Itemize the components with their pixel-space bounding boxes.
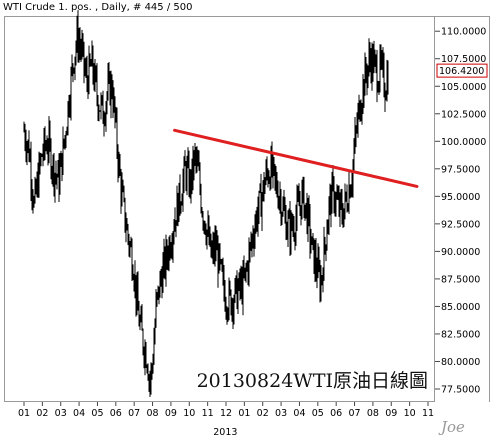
y-tick-label: 105.0000 (441, 82, 486, 93)
y-axis-panel (434, 16, 490, 402)
y-tick-label: 95.0000 (441, 192, 480, 203)
x-tick-label: 03 (55, 408, 67, 419)
last-price-label: 106.4200 (439, 66, 484, 77)
y-tick-label: 97.5000 (441, 164, 480, 175)
x-tick-label: 06 (330, 408, 342, 419)
x-tick-label: 11 (422, 408, 434, 419)
y-tick-label: 80.0000 (441, 357, 480, 368)
x-tick-label: 07 (348, 408, 360, 419)
x-tick-label: 01 (238, 408, 250, 419)
x-tick-label: 11 (202, 408, 214, 419)
y-tick-label: 102.5000 (441, 109, 486, 120)
y-tick-label: 87.5000 (441, 274, 480, 285)
x-tick-label: 09 (165, 408, 177, 419)
y-tick-label: 100.0000 (441, 137, 486, 148)
y-tick-label: 77.5000 (441, 384, 480, 395)
x-tick-label: 03 (275, 408, 287, 419)
x-tick-label: 05 (312, 408, 324, 419)
x-tick-label: 12 (220, 408, 232, 419)
y-tick-label: 90.0000 (441, 247, 480, 258)
x-tick-label: 04 (293, 408, 305, 419)
x-tick-label: 07 (128, 408, 140, 419)
x-tick-label: 10 (404, 408, 416, 419)
y-tick-label: 82.5000 (441, 329, 480, 340)
chart-watermark-text: 20130824WTI原油日線圖 (197, 370, 428, 392)
x-tick-label: 09 (385, 408, 397, 419)
x-tick-label: 01 (18, 408, 30, 419)
x-year-label: 2013 (213, 427, 237, 438)
y-tick-label: 110.0000 (441, 27, 486, 38)
x-tick-label: 08 (146, 408, 158, 419)
x-tick-label: 02 (257, 408, 269, 419)
signature: Joe (438, 418, 465, 436)
x-tick-label: 02 (36, 408, 48, 419)
plot-area (4, 16, 435, 402)
x-tick-label: 08 (367, 408, 379, 419)
y-tick-label: 92.5000 (441, 219, 480, 230)
y-tick-label: 107.5000 (441, 54, 486, 65)
resistance-trendline (173, 128, 419, 188)
x-tick-label: 06 (110, 408, 122, 419)
last-price-box (436, 63, 488, 78)
x-tick-label: 05 (91, 408, 103, 419)
x-tick-label: 10 (183, 408, 195, 419)
chart-title: WTI Crude 1. pos. , Daily, # 445 / 500 (3, 2, 193, 13)
y-tick-label: 85.0000 (441, 302, 480, 313)
x-tick-label: 04 (73, 408, 85, 419)
